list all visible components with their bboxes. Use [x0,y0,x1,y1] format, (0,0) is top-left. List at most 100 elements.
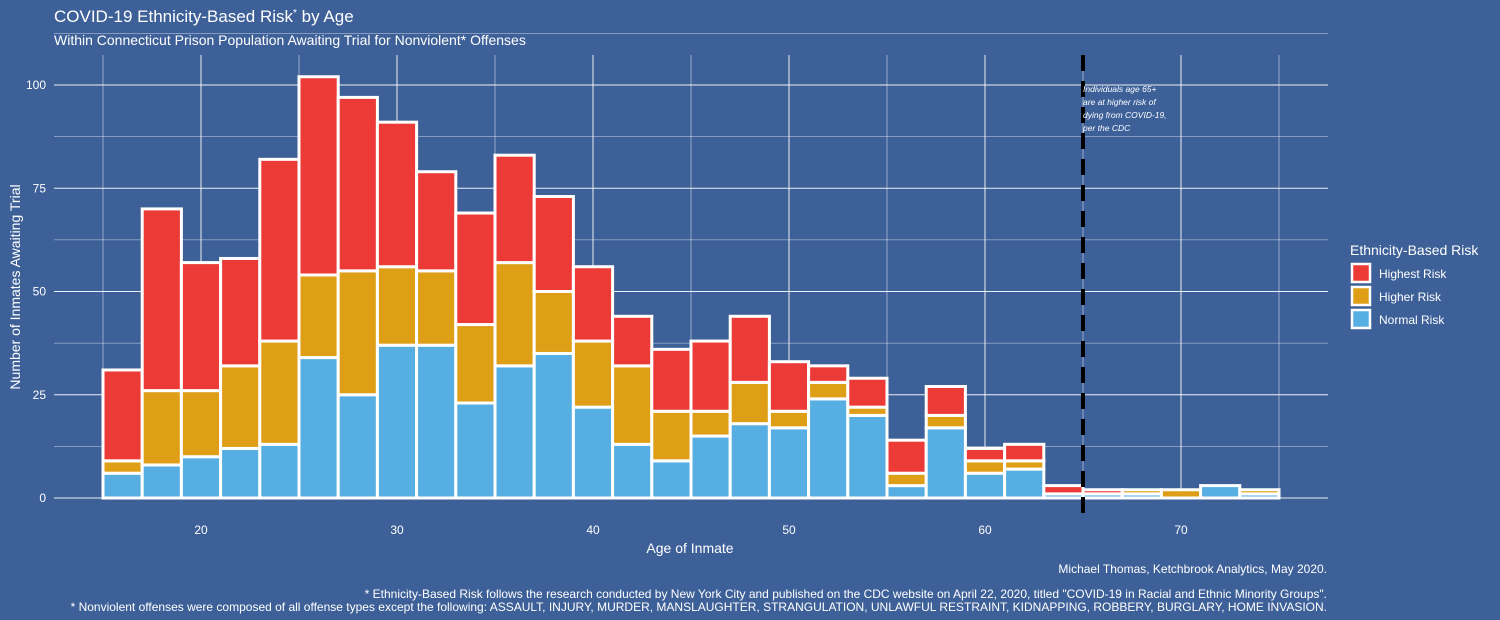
x-tick-label: 30 [390,523,404,537]
bar-segment [1081,488,1124,496]
x-tick-label: 70 [1174,523,1188,537]
x-tick-label: 60 [978,523,992,537]
bar-segment [611,442,654,500]
annotation-line: are at higher risk of [1083,97,1157,107]
bar-segment [140,463,183,500]
bar-segment [219,256,262,368]
x-tick-label: 20 [194,523,208,537]
bar-segment [415,343,458,500]
bar-segment [336,269,379,397]
legend: Ethnicity-Based Risk Highest Risk Higher … [1350,242,1479,330]
annotation-line: dying from COVID-19, [1083,110,1167,120]
bar-segment [1159,488,1203,500]
bar-segment [258,442,301,500]
annotation-line: per the CDC [1082,123,1131,133]
bar-segment [375,120,419,269]
bar-segment [179,455,223,500]
bar-segment [493,261,536,368]
bar-segment [101,471,144,500]
x-tick-label: 40 [586,523,600,537]
bar-segment [179,261,223,393]
bar-segment [885,471,928,488]
bar-segment [846,413,889,500]
x-tick-label: 50 [782,523,796,537]
bar-segment [532,351,575,500]
bar-segment [415,170,458,273]
bar-segment [1120,488,1163,496]
bar-segment [767,409,811,430]
bar-segment [728,380,771,426]
bar-segment [728,314,771,384]
y-tick-label: 25 [33,388,47,402]
y-tick-label: 75 [33,181,47,195]
legend-swatch [1350,285,1372,307]
bar-segment [1199,484,1242,500]
chart-title-mark: * [293,8,297,19]
bar-segment [297,273,340,360]
bar-segment [375,265,419,347]
bar-segment [454,211,497,327]
bar-segment [1238,488,1281,496]
bar-segment [140,207,183,393]
bar-segment [689,339,732,413]
bar-segment [924,426,967,500]
bar-segment [336,95,379,273]
bar-segment [571,339,615,409]
bar-segment [767,426,811,500]
bar-segment [885,484,928,500]
legend-swatch [1350,308,1372,330]
bar-segment [454,323,497,405]
bar-segment [219,446,262,500]
bar-segment [219,364,262,450]
x-axis-ticks: 20 30 40 50 60 70 [194,523,1188,537]
bar-segment [493,153,536,265]
bar-segment [963,446,1007,463]
legend-label: Highest Risk [1379,267,1447,281]
bar-segment [532,195,575,293]
bar-segment [924,413,967,430]
bar-segment [1042,484,1085,496]
bar-segment [963,459,1007,475]
bars [101,75,1281,500]
bar-segment [571,405,615,500]
bar-segment [454,401,497,500]
bar-segment [846,376,889,409]
bar-segment [493,364,536,500]
annotation: Individuals age 65+ are at higher risk o… [1082,84,1167,133]
annotation-line: Individuals age 65+ [1083,84,1157,94]
bar-segment [611,314,654,368]
y-tick-label: 0 [39,491,46,505]
bar-segment [415,269,458,347]
chart-title-suffix: by Age [297,7,354,26]
legend-title: Ethnicity-Based Risk [1350,242,1479,258]
bar-segment [689,434,732,500]
bar-segment [807,364,850,384]
bar-segment [532,290,575,355]
bar-segment [807,397,850,500]
bar-segment [650,459,693,500]
bar-segment [650,347,693,413]
bar-segment [140,389,183,467]
bar-segment [963,471,1007,500]
chart-title: COVID-19 Ethnicity-Based Risk* by Age [54,7,354,26]
bar-segment [1003,467,1046,500]
footnote-ethnicity: * Ethnicity-Based Risk follows the resea… [365,587,1327,601]
bar-segment [807,380,850,401]
bar-segment [258,339,301,446]
chart-title-main: COVID-19 Ethnicity-Based Risk [54,7,294,26]
bar-segment [767,360,811,413]
y-tick-label: 50 [33,285,47,299]
y-axis-title: Number of Inmates Awaiting Trial [7,184,23,389]
legend-swatch [1350,262,1372,284]
bar-segment [375,343,419,500]
bar-segment [650,409,693,463]
bar-segment [571,265,615,343]
bar-segment [611,364,654,446]
bar-segment [885,438,928,475]
bar-segment [689,409,732,438]
bar-segment [1003,442,1046,463]
chart-subtitle: Within Connecticut Prison Population Awa… [54,32,526,48]
credit-caption: Michael Thomas, Ketchbrook Analytics, Ma… [1058,562,1327,576]
x-axis-title: Age of Inmate [646,540,733,556]
bar-segment [297,75,340,277]
